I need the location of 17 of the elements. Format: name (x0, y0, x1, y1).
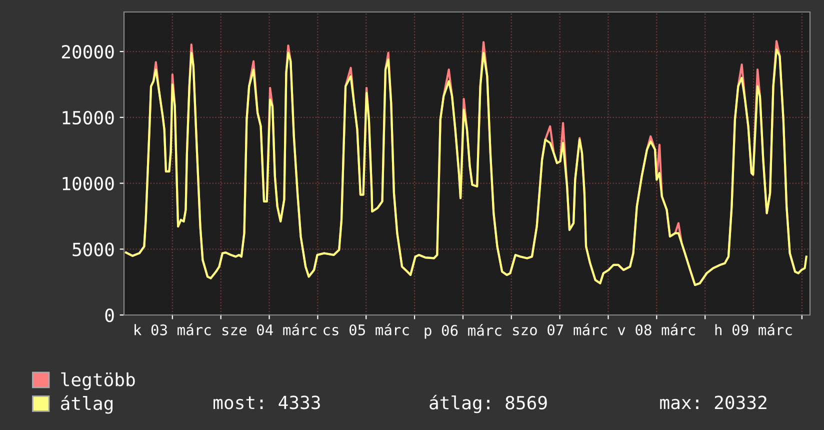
x-tick-label: szo 07 márc (513, 324, 607, 336)
x-tick-label: sze 04 márc (222, 324, 316, 336)
y-tick-label: 5000 (72, 242, 114, 256)
y-tick-label: 0 (105, 308, 114, 322)
x-tick-label: p 06 márc (424, 324, 502, 339)
legend-label: legtöbb (61, 372, 135, 390)
y-tick-label: 20000 (62, 45, 114, 59)
x-tick-label: v 08 márc (618, 324, 695, 336)
x-tick-label: k 03 márc (134, 324, 211, 336)
x-tick-label: h 09 márc (715, 324, 792, 336)
y-tick-label: 10000 (62, 176, 114, 190)
legend-label: átlag (60, 395, 112, 414)
text: most: 4333 (214, 396, 320, 410)
text: átlag: 8569 (430, 394, 547, 414)
y-tick-label: 15000 (62, 110, 114, 125)
x-tick-label: cs 05 márc (324, 324, 409, 336)
text: max: 20332 (660, 396, 766, 410)
